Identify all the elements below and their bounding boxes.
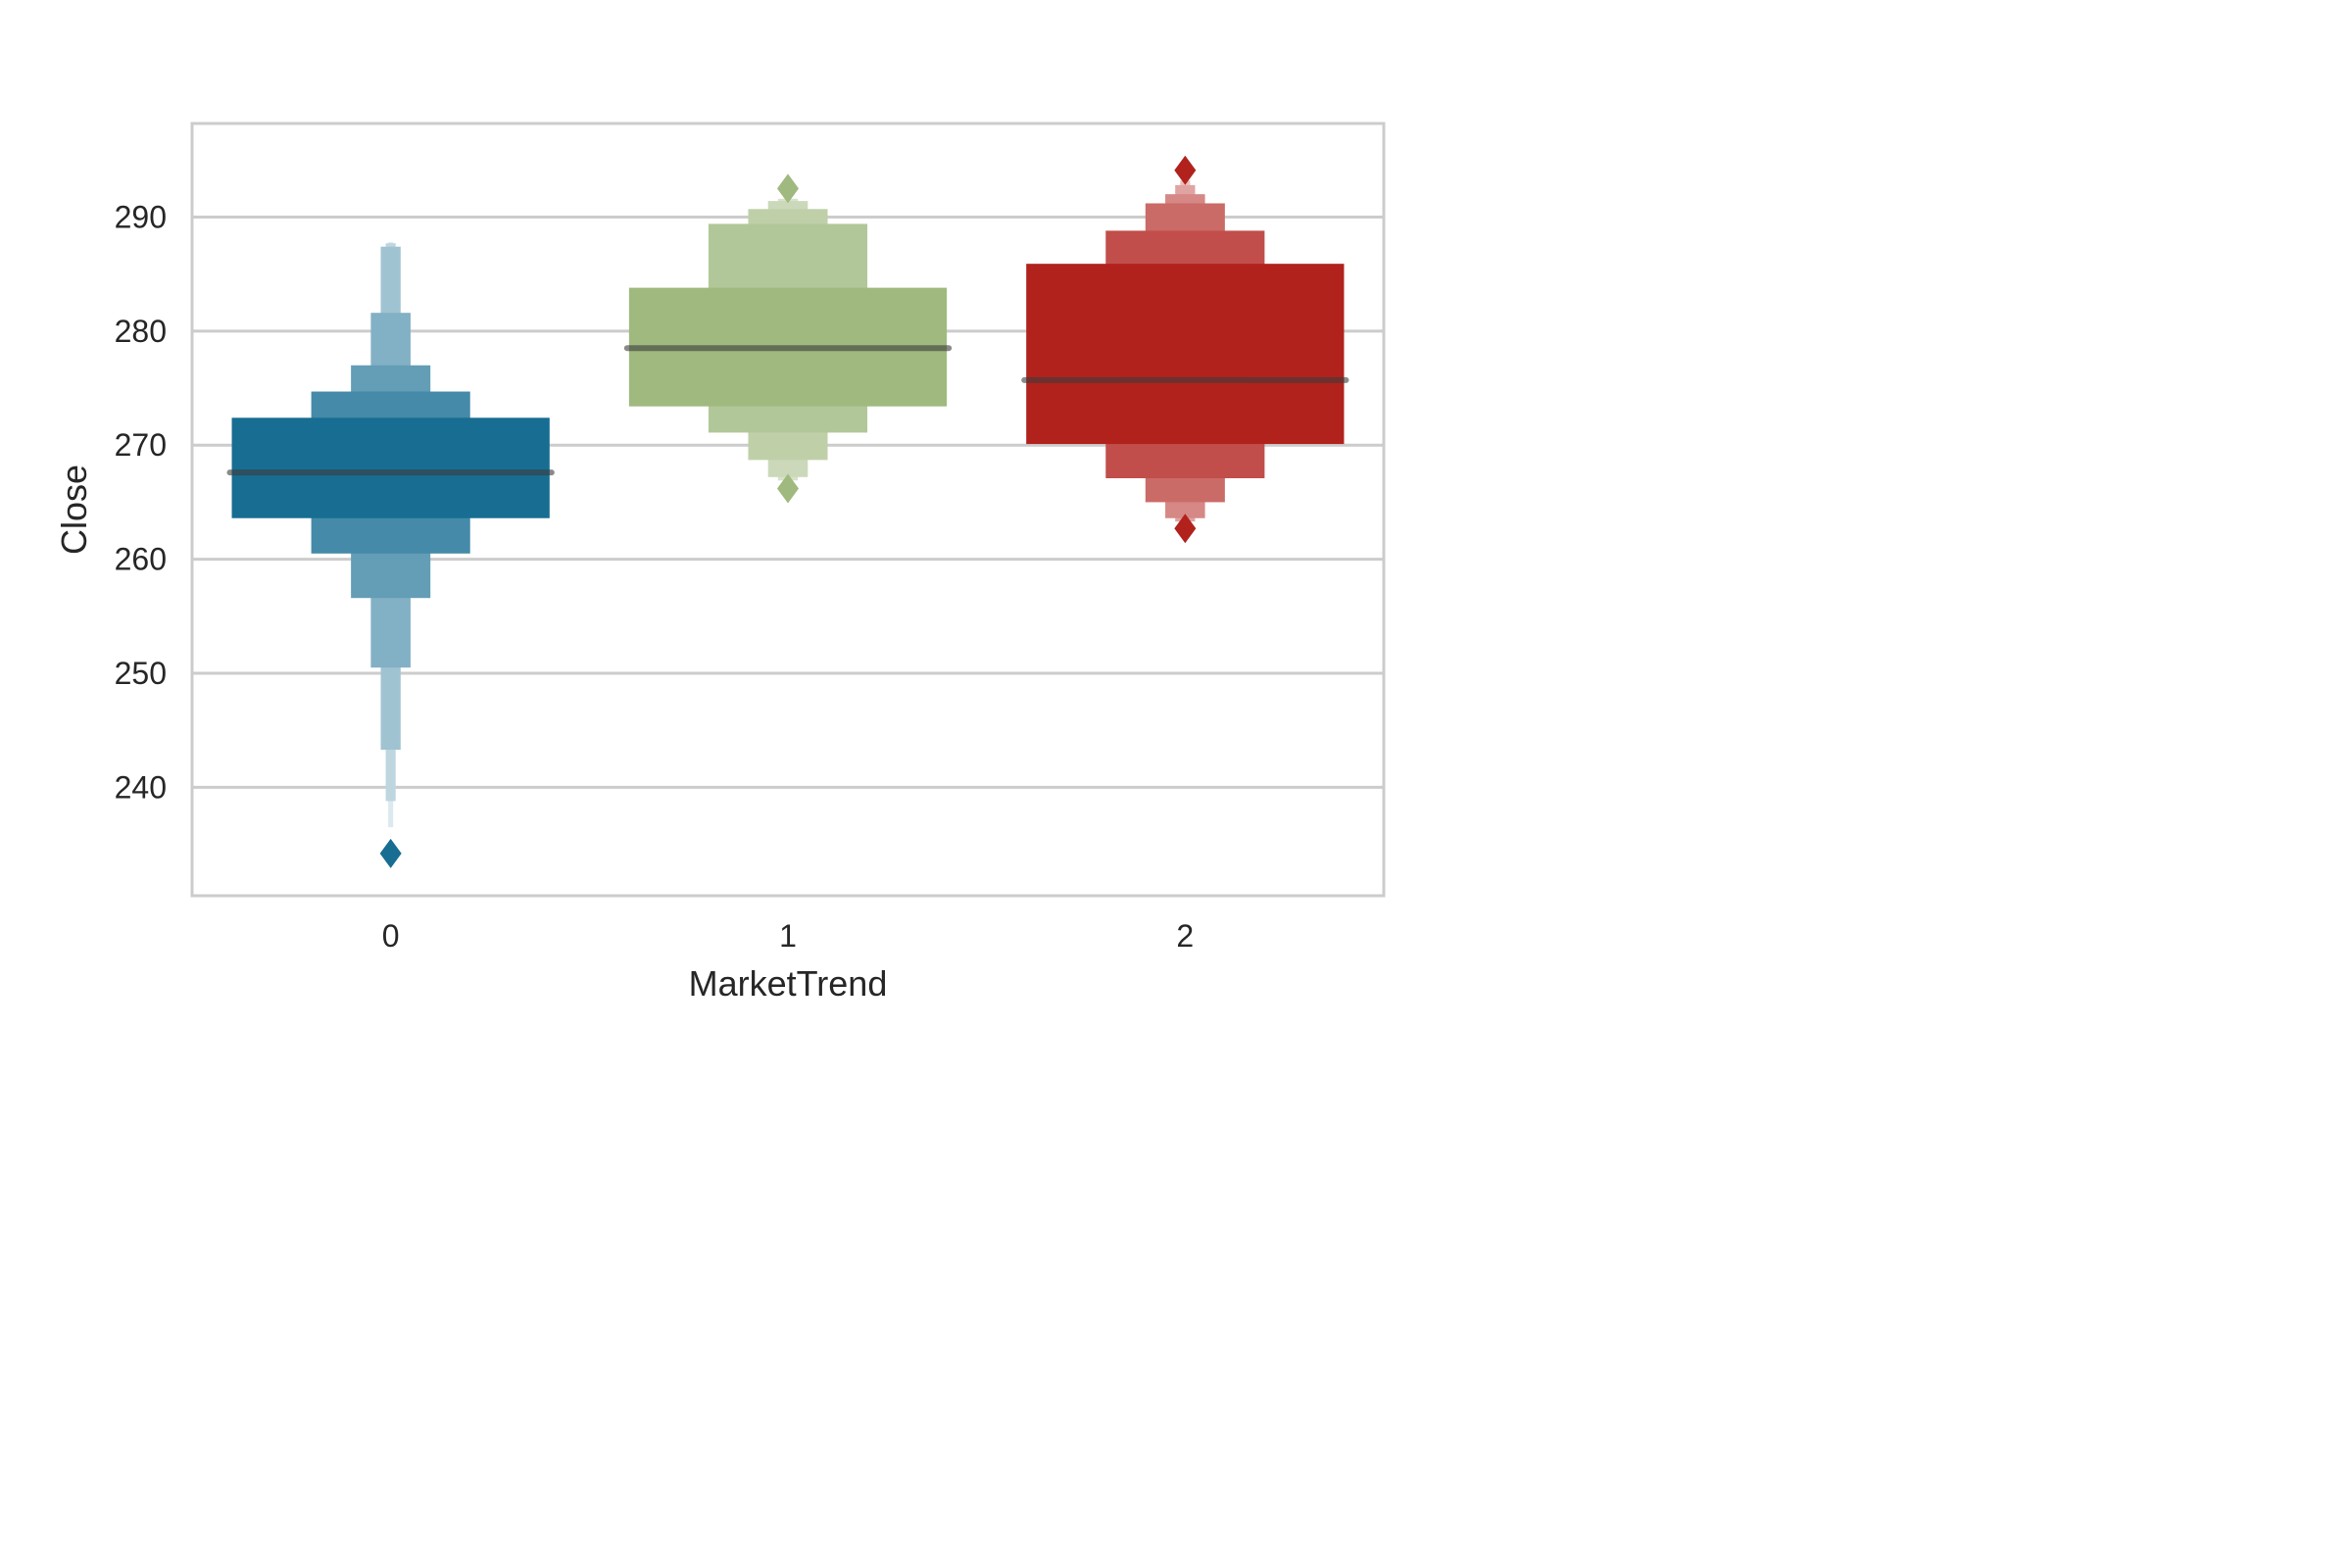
y-tick-250: 250 [115,656,167,691]
y-tick-260: 260 [115,542,167,577]
outlier-marker-cat-2-0 [1174,514,1197,544]
x-tick-1: 1 [779,918,797,954]
boxen-group-1 [623,173,953,504]
boxen-group-2 [1021,155,1349,544]
y-tick-labels: 240 250 260 270 280 290 [115,199,167,805]
outlier-marker-cat-2-1 [1174,155,1197,185]
y-axis-label: Close [54,465,94,555]
boxen-groups [226,155,1349,868]
outlier-marker-cat-0-0 [379,838,402,868]
plot-frame [190,122,1386,898]
y-tick-270: 270 [115,427,167,463]
outlier-marker-cat-1-0 [777,473,799,504]
outlier-marker-cat-1-1 [777,173,799,204]
x-tick-2: 2 [1176,918,1194,954]
x-tick-labels: 0 1 2 [382,918,1194,954]
y-tick-290: 290 [115,199,167,234]
y-tick-280: 280 [115,314,167,349]
box-level-1-cat-0 [231,417,550,518]
x-axis-label: MarketTrend [689,963,888,1004]
box-level-1-cat-2 [1026,264,1345,445]
y-tick-240: 240 [115,769,167,805]
boxen-chart: 240 250 260 270 280 290 0 1 2 MarketTrend Close [54,122,1386,1004]
boxen-group-0 [226,242,555,868]
x-tick-0: 0 [382,918,400,954]
